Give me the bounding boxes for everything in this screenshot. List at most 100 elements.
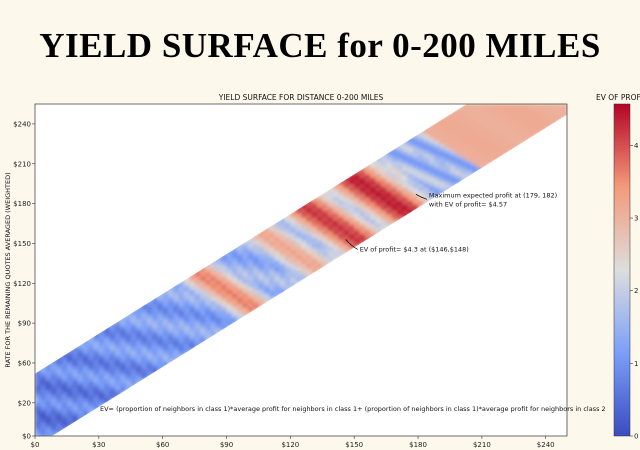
- surface-cell: [540, 113, 547, 118]
- surface-cell: [332, 187, 339, 191]
- surface-cell: [258, 296, 265, 301]
- surface-cell: [375, 183, 382, 188]
- surface-cell: [311, 213, 318, 218]
- surface-cell: [476, 133, 483, 138]
- surface-cell: [343, 180, 350, 185]
- surface-cell: [35, 419, 41, 424]
- surface-cell: [210, 299, 217, 304]
- surface-cell: [471, 110, 478, 115]
- surface-cell: [189, 293, 196, 298]
- surface-cell: [61, 409, 68, 414]
- surface-cell: [396, 206, 403, 211]
- surface-cell: [253, 263, 260, 268]
- surface-cell: [311, 216, 318, 221]
- surface-cell: [327, 223, 334, 228]
- surface-cell: [77, 409, 84, 414]
- surface-cell: [72, 369, 79, 374]
- surface-cell: [205, 293, 212, 298]
- surface-cell: [348, 246, 355, 251]
- surface-cell: [370, 210, 377, 215]
- surface-cell: [465, 143, 472, 148]
- surface-cell: [513, 123, 520, 128]
- surface-cell: [189, 296, 196, 301]
- surface-cell: [471, 163, 478, 168]
- surface-cell: [285, 243, 291, 248]
- surface-cell: [157, 299, 164, 304]
- surface-cell: [354, 216, 361, 221]
- surface-cell: [449, 130, 456, 135]
- surface-cell: [306, 233, 313, 238]
- surface-cell: [210, 283, 217, 288]
- surface-cell: [519, 104, 526, 108]
- surface-cell: [402, 173, 408, 178]
- surface-cell: [412, 167, 419, 171]
- surface-cell: [183, 296, 190, 301]
- surface-cell: [322, 210, 329, 215]
- surface-cell: [56, 376, 63, 381]
- surface-cell: [402, 157, 408, 162]
- surface-cell: [412, 157, 419, 162]
- surface-cell: [162, 303, 169, 308]
- surface-cell: [322, 223, 329, 228]
- surface-cell: [104, 343, 111, 347]
- surface-cell: [136, 336, 142, 341]
- surface-cell: [412, 143, 419, 148]
- surface-cell: [386, 190, 393, 195]
- mask-lower: [52, 114, 567, 436]
- surface-cell: [66, 402, 73, 407]
- surface-cell: [439, 120, 446, 125]
- surface-cell: [449, 183, 456, 188]
- surface-cell: [210, 333, 217, 337]
- surface-cell: [141, 376, 148, 381]
- surface-cell: [61, 402, 68, 407]
- surface-cell: [56, 402, 63, 407]
- surface-cell: [104, 389, 111, 394]
- surface-cell: [194, 339, 201, 344]
- surface-cell: [157, 326, 164, 331]
- surface-cell: [428, 157, 435, 162]
- surface-cell: [301, 220, 307, 225]
- surface-cell: [178, 283, 185, 288]
- surface-cell: [487, 107, 494, 112]
- surface-cell: [364, 230, 371, 235]
- surface-cell: [61, 412, 68, 417]
- surface-cell: [306, 230, 313, 235]
- surface-cell: [50, 422, 57, 427]
- surface-cell: [386, 173, 393, 178]
- surface-cell: [423, 143, 430, 148]
- surface-cell: [354, 230, 361, 235]
- surface-cell: [370, 216, 377, 221]
- surface-cell: [77, 353, 84, 357]
- surface-cell: [402, 153, 408, 158]
- surface-cell: [348, 240, 355, 245]
- surface-cell: [146, 353, 153, 357]
- surface-cell: [269, 273, 275, 278]
- surface-cell: [114, 359, 121, 364]
- surface-cell: [380, 187, 387, 191]
- surface-cell: [535, 127, 541, 132]
- surface-cell: [173, 333, 180, 337]
- surface-cell: [311, 240, 318, 245]
- surface-cell: [82, 359, 89, 364]
- surface-cell: [497, 150, 504, 155]
- surface-cell: [109, 386, 116, 391]
- surface-cell: [364, 236, 371, 241]
- surface-cell: [391, 170, 398, 175]
- surface-cell: [178, 309, 185, 314]
- surface-cell: [529, 123, 536, 128]
- surface-cell: [301, 246, 307, 251]
- surface-cell: [375, 203, 382, 208]
- surface-cell: [412, 173, 419, 178]
- surface-cell: [120, 369, 127, 374]
- surface-cell: [476, 157, 483, 162]
- surface-cell: [535, 110, 541, 115]
- surface-cell: [434, 150, 440, 155]
- surface-cell: [226, 276, 233, 281]
- surface-cell: [205, 329, 212, 334]
- surface-cell: [455, 170, 462, 175]
- surface-cell: [535, 130, 541, 135]
- surface-cell: [189, 299, 196, 304]
- surface-cell: [306, 253, 313, 258]
- surface-cell: [136, 362, 142, 367]
- surface-cell: [98, 369, 105, 374]
